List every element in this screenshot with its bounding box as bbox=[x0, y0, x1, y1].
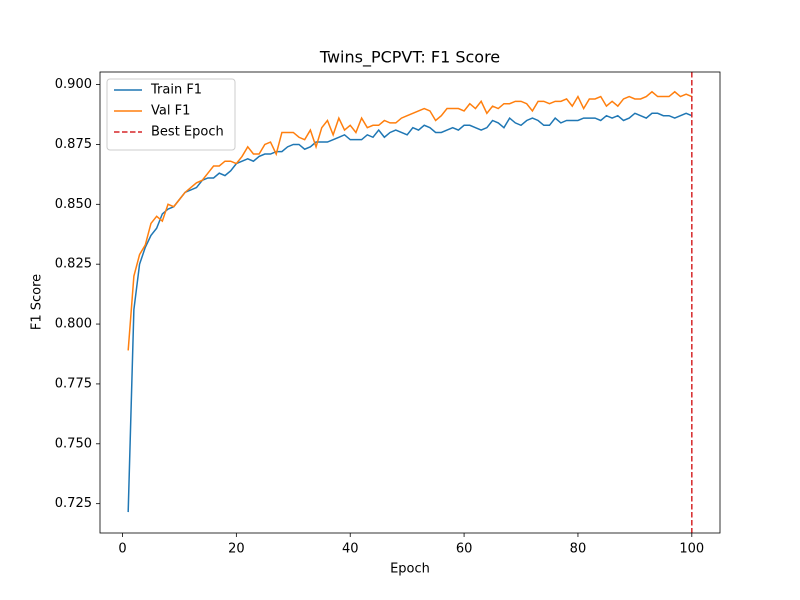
x-tick-label: 40 bbox=[342, 542, 359, 557]
x-tick-label: 80 bbox=[570, 542, 587, 557]
y-tick-label: 0.725 bbox=[55, 496, 92, 511]
x-tick-label: 100 bbox=[679, 542, 704, 557]
plot-frame bbox=[99, 71, 721, 534]
legend-label: Train F1 bbox=[150, 83, 202, 98]
y-tick-label: 0.875 bbox=[55, 137, 92, 152]
y-tick-label: 0.775 bbox=[55, 376, 92, 391]
x-tick-label: 0 bbox=[118, 542, 126, 557]
data-line bbox=[127, 112, 693, 513]
data-line bbox=[127, 90, 693, 351]
y-tick-label: 0.750 bbox=[55, 436, 92, 451]
y-tick-label: 0.800 bbox=[55, 317, 92, 332]
legend-label: Val F1 bbox=[151, 104, 190, 119]
y-tick-label: 0.850 bbox=[55, 197, 92, 212]
x-tick-label: 60 bbox=[456, 542, 473, 557]
y-axis-label: F1 Score bbox=[30, 274, 45, 330]
x-tick-label: 20 bbox=[228, 542, 245, 557]
x-axis-label: Epoch bbox=[390, 562, 430, 577]
chart-title: Twins_PCPVT: F1 Score bbox=[319, 48, 500, 68]
legend-label: Best Epoch bbox=[151, 125, 224, 140]
y-tick-label: 0.900 bbox=[55, 77, 92, 92]
y-tick-label: 0.825 bbox=[55, 257, 92, 272]
